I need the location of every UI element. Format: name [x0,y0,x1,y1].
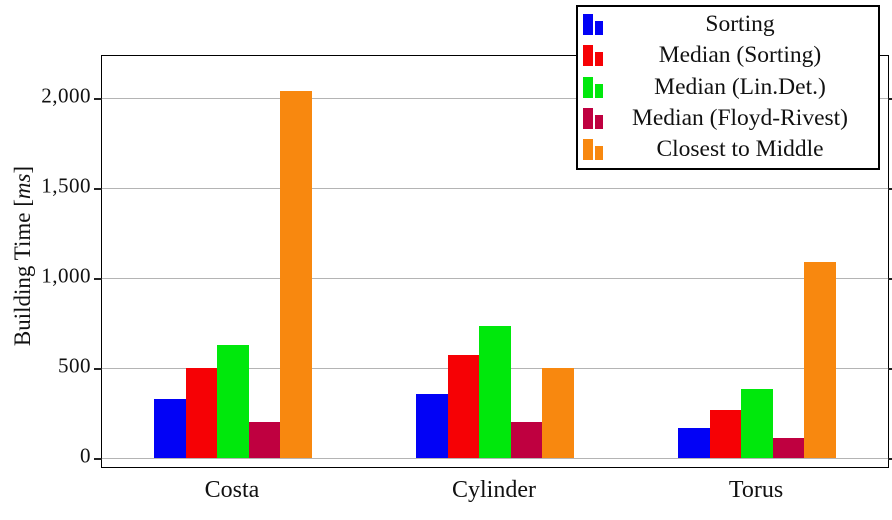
y-tick-mark [888,98,892,100]
bar-costa-2 [217,344,249,458]
legend-bar-swatch-icon [583,138,604,160]
legend-label: Median (Sorting) [658,42,822,69]
x-tick-label-torus: Torus [728,477,784,503]
y-tick-label-1,000: 1,000 [41,263,91,288]
legend-item-1: Median (Sorting) [581,40,876,71]
legend-bar-swatch-icon [583,76,604,98]
bar-torus-3 [772,438,805,458]
y-tick-mark [94,98,102,100]
bar-torus-1 [709,410,742,458]
y-tick-label-1,500: 1,500 [41,173,91,198]
bar-costa-4 [280,90,312,458]
x-tick-label-cylinder: Cylinder [452,477,536,503]
legend-bar-swatch-icon [583,107,604,129]
y-tick-mark [888,458,892,460]
y-tick-mark [94,188,102,190]
x-tick-label-costa: Costa [204,477,260,503]
y-tick-mark [94,278,102,280]
legend-label: Closest to Middle [656,135,824,162]
y-axis-label-close: ] [10,165,35,174]
y-tick-mark [94,368,102,370]
y-tick-label-500: 500 [58,353,91,378]
bar-costa-0 [154,398,186,458]
bar-costa-3 [248,422,281,458]
bar-torus-2 [741,388,773,458]
legend-item-2: Median (Lin.Det.) [581,71,876,102]
y-tick-mark [94,458,102,460]
bar-torus-4 [804,261,836,458]
legend-bar-swatch-icon [583,45,604,67]
legend-label: Sorting [705,11,775,38]
legend: Sorting Median (Sorting) Median (Lin.Det.)… [576,5,880,170]
bar-cylinder-3 [510,422,543,458]
gridline-0 [102,458,888,459]
legend-item-0: Sorting [581,9,876,40]
y-tick-mark [888,278,892,280]
bar-cylinder-4 [542,368,574,458]
gridline-1000 [102,278,888,279]
gridline-2000 [102,98,888,99]
gridline-1500 [102,188,888,189]
legend-label: Median (Lin.Det.) [654,73,826,100]
y-tick-mark [888,368,892,370]
bar-cylinder-0 [416,394,448,458]
bar-cylinder-2 [479,325,511,458]
legend-item-4: Closest to Middle [581,134,876,165]
y-tick-label-2,000: 2,000 [41,83,91,108]
y-tick-label-0: 0 [80,443,91,468]
legend-label: Median (Floyd-Rivest) [631,104,849,131]
legend-bar-swatch-icon [583,14,604,36]
y-tick-mark [888,188,892,190]
bar-costa-1 [185,368,218,458]
bar-torus-0 [678,428,710,458]
legend-item-3: Median (Floyd-Rivest) [581,103,876,134]
bar-cylinder-1 [447,355,480,458]
